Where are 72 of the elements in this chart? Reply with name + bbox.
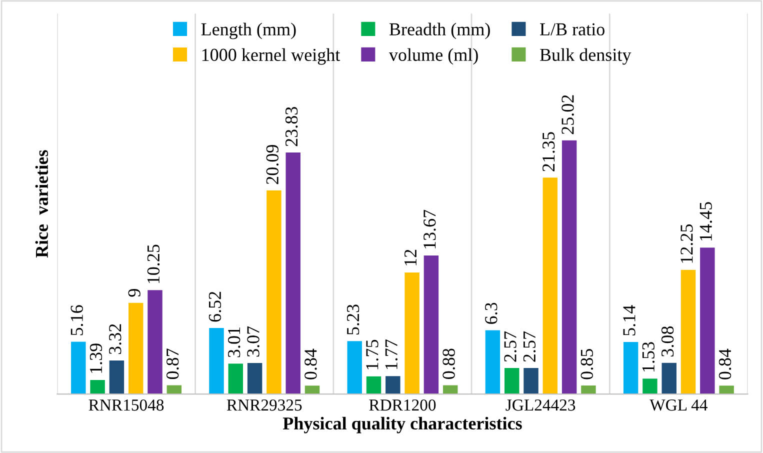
bar: [386, 376, 400, 394]
data-label: 9: [128, 289, 140, 297]
x-tick-label: RDR1200: [369, 399, 436, 411]
bar: [228, 364, 244, 394]
data-label: 1.53: [642, 342, 655, 372]
bar: [524, 368, 538, 394]
data-label: 12.25: [680, 224, 693, 263]
bar: [404, 272, 420, 394]
bar: [719, 386, 734, 394]
bar: [424, 256, 439, 394]
data-label: 25.02: [562, 95, 574, 134]
data-label: 1.39: [90, 344, 102, 373]
data-label: 5.14: [623, 305, 636, 336]
bar: [504, 368, 520, 394]
bar: [642, 378, 658, 394]
bar: [209, 328, 224, 394]
bar: [90, 380, 105, 394]
data-label: 0.84: [718, 348, 732, 380]
bar: [286, 152, 300, 394]
bar: [148, 290, 162, 394]
x-axis-title: Physical quality characteristics: [282, 416, 522, 434]
data-label: 5.16: [70, 305, 83, 336]
data-label: 6.52: [208, 292, 222, 322]
bar: [366, 376, 382, 394]
bar: [562, 140, 577, 394]
bar: [662, 362, 676, 394]
data-label: 5.23: [346, 304, 360, 334]
bar: [128, 302, 144, 394]
bar: [347, 341, 362, 394]
data-label: 3.07: [247, 326, 260, 357]
legend-label: Bulk density: [540, 48, 632, 65]
legend-label: L/B ratio: [540, 23, 604, 36]
data-label: 0.85: [580, 349, 594, 380]
data-label: 0.84: [304, 348, 317, 380]
bar: [304, 386, 320, 394]
data-label: 3.01: [228, 328, 240, 358]
legend-label: Length (mm): [201, 22, 296, 40]
data-label: 14.45: [700, 202, 712, 240]
bar: [109, 360, 124, 394]
data-label: 3.08: [661, 326, 674, 356]
bar: [680, 270, 696, 394]
bar: [485, 330, 500, 394]
data-label: 1.75: [366, 340, 378, 370]
legend-label: volume (ml): [388, 48, 478, 65]
y-axis-title: Rice varieties: [35, 150, 48, 258]
bar: [700, 248, 715, 394]
data-label: 0.87: [166, 348, 179, 380]
x-tick-label: RNR15048: [88, 399, 164, 411]
bar: [266, 190, 282, 394]
data-label: 2.57: [504, 331, 516, 362]
data-label: 20.09: [266, 144, 279, 184]
bar: [542, 178, 558, 394]
legend-label: 1000 kernel weight: [202, 48, 340, 65]
x-tick-label: JGL24423: [506, 400, 576, 411]
data-label: 2.57: [523, 331, 536, 362]
bar: [581, 385, 596, 394]
data-label: 6.3: [485, 302, 498, 324]
bar: [442, 385, 458, 394]
data-label: 23.83: [285, 107, 298, 146]
bar: [623, 342, 638, 394]
x-tick-label: WGL 44: [650, 400, 708, 411]
data-label: 21.35: [542, 132, 555, 172]
x-tick-label: RNR29325: [226, 400, 302, 411]
data-label: 1.77: [385, 340, 398, 370]
bar: [71, 342, 86, 394]
data-label: 0.88: [442, 348, 455, 379]
data-label: 10.25: [147, 244, 160, 284]
data-label: 3.32: [109, 324, 122, 354]
data-label: 12: [404, 250, 416, 266]
data-label: 13.67: [424, 210, 436, 248]
bar: [247, 362, 262, 394]
legend-label: Breadth (mm): [389, 22, 490, 40]
